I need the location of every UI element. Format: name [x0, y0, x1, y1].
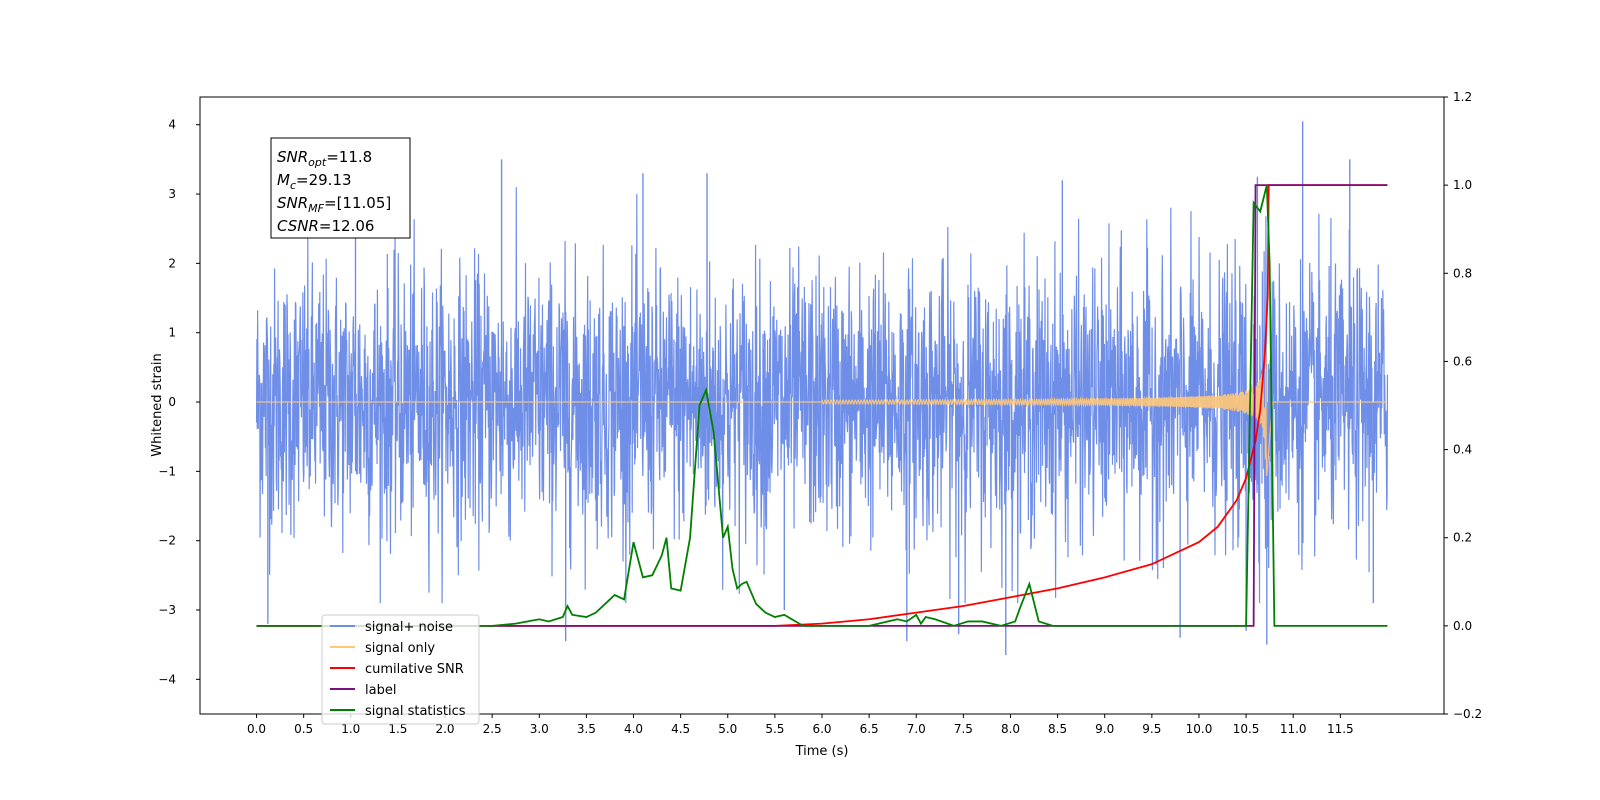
x-tick-label: 4.5 — [671, 722, 690, 736]
series-line-signal-only — [256, 340, 1388, 477]
x-tick-label: 10.5 — [1233, 722, 1260, 736]
y-left-tick-label: 0 — [168, 395, 176, 409]
x-tick-label: 9.5 — [1142, 722, 1161, 736]
x-tick-label: 6.0 — [812, 722, 831, 736]
x-tick-label: 9.0 — [1095, 722, 1114, 736]
y-right-tick-label: 1.2 — [1453, 90, 1472, 104]
annotation-line: Mc=29.13 — [277, 171, 352, 192]
y-right-tick-label: 0.8 — [1453, 266, 1472, 280]
y-right-tick-label: 0.0 — [1453, 619, 1472, 633]
x-tick-label: 3.5 — [577, 722, 596, 736]
legend-frame — [321, 614, 480, 725]
x-tick-label: 7.0 — [907, 722, 926, 736]
y-axis-left: −4 −3 −2 −1 0 1 2 3 4 — [158, 118, 200, 686]
x-tick-label: 2.5 — [483, 722, 502, 736]
y-left-tick-label: 3 — [168, 187, 176, 201]
x-tick-label: 0.0 — [247, 722, 266, 736]
series-line-signal-noise — [255, 187, 1389, 604]
x-tick-label: 5.5 — [765, 722, 784, 736]
annotation-line: SNRMF=[11.05] — [277, 194, 391, 215]
series-line-signal-statistics — [256, 184, 1388, 627]
x-tick-label: 3.0 — [530, 722, 549, 736]
x-axis: 0.0 0.5 1.0 1.5 2.0 2.5 3.0 3.5 4.0 4.5 5.0 5.5 6.0 6… — [247, 714, 1354, 736]
x-tick-label: 0.5 — [294, 722, 313, 736]
series-layer — [255, 121, 1389, 656]
y-right-tick-label: −0.2 — [1453, 707, 1482, 721]
annotation-line: CSNR=12.06 — [277, 217, 374, 235]
y-left-tick-label: 4 — [168, 118, 176, 132]
x-tick-label: 8.5 — [1048, 722, 1067, 736]
legend-entry: signal statistics — [365, 704, 466, 719]
y-axis-right: −0.2 0.0 0.2 0.4 0.6 0.8 1.0 1.2 — [1444, 90, 1482, 721]
legend-entry: label — [365, 683, 396, 698]
legend: signal+ noise signal only cumilative SNR la… — [321, 614, 480, 725]
x-tick-label: 11.0 — [1280, 722, 1307, 736]
y-left-tick-label: −4 — [158, 672, 176, 686]
x-tick-label: 5.0 — [718, 722, 737, 736]
y-left-tick-label: −2 — [158, 534, 176, 548]
x-tick-label: 10.0 — [1186, 722, 1213, 736]
y-right-tick-label: 1.0 — [1453, 178, 1472, 192]
x-tick-label: 7.5 — [954, 722, 973, 736]
x-axis-label: Time (s) — [795, 744, 849, 759]
y-left-tick-label: 2 — [168, 256, 176, 270]
y-left-tick-label: −3 — [158, 603, 176, 617]
y-left-tick-label: −1 — [158, 464, 176, 478]
x-tick-label: 4.0 — [624, 722, 643, 736]
x-tick-label: 8.0 — [1001, 722, 1020, 736]
x-tick-label: 1.0 — [341, 722, 360, 736]
annotation-frame — [270, 137, 411, 239]
x-tick-label: 6.5 — [860, 722, 879, 736]
series-line-cumulative-snr — [256, 184, 1388, 627]
y-left-tick-label: 1 — [168, 326, 176, 340]
y-right-tick-label: 0.6 — [1453, 354, 1472, 368]
x-tick-label: 1.5 — [388, 722, 407, 736]
legend-entry: signal+ noise — [365, 620, 453, 635]
x-tick-label: 11.5 — [1327, 722, 1354, 736]
y-right-tick-label: 0.2 — [1453, 531, 1472, 545]
legend-entry: cumilative SNR — [365, 662, 464, 677]
y-axis-left-label: Whitened strain — [150, 353, 165, 456]
y-right-tick-label: 0.4 — [1453, 443, 1472, 457]
annotation-line: SNRopt=11.8 — [277, 148, 372, 169]
legend-entry: signal only — [365, 641, 435, 656]
x-tick-label: 2.0 — [435, 722, 454, 736]
